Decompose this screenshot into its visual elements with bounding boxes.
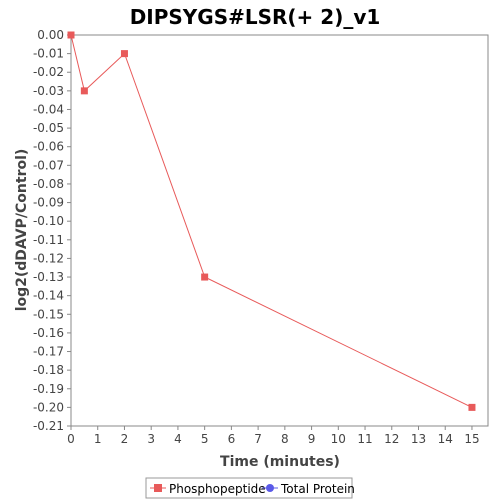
y-tick-label: -0.07 <box>33 158 64 172</box>
x-tick-label: 0 <box>67 432 75 446</box>
chart-title: DIPSYGS#LSR(+ 2)_v1 <box>130 5 381 29</box>
y-axis: 0.00 -0.01 -0.02 -0.03 -0.04 -0.05 -0.06 -0.07 -… <box>33 28 71 433</box>
x-tick-label: 15 <box>464 432 479 446</box>
y-tick-label: -0.02 <box>33 65 64 79</box>
data-point <box>120 50 128 58</box>
x-tick-label: 9 <box>308 432 316 446</box>
legend-total-protein-label: Total Protein <box>280 482 355 496</box>
y-tick-label: -0.13 <box>33 270 64 284</box>
legend: Phosphopeptide Total Protein <box>145 477 355 499</box>
legend-total-protein-marker <box>266 484 274 492</box>
y-tick-label: -0.11 <box>33 233 64 247</box>
y-tick-label: -0.17 <box>33 345 64 359</box>
y-tick-label: -0.20 <box>33 400 64 414</box>
y-tick-label: -0.14 <box>33 289 64 303</box>
y-tick-label: -0.06 <box>33 140 64 154</box>
legend-box <box>145 477 353 499</box>
y-tick-label: -0.03 <box>33 84 64 98</box>
x-tick-label: 3 <box>147 432 155 446</box>
y-tick-label: 0.00 <box>37 28 64 42</box>
x-tick-label: 10 <box>331 432 346 446</box>
x-tick-label: 8 <box>281 432 289 446</box>
y-tick-label: -0.18 <box>33 363 64 377</box>
data-point <box>67 31 75 39</box>
x-tick-label: 4 <box>174 432 182 446</box>
y-axis-label: log2(dDAVP/Control) <box>14 149 30 312</box>
legend-phosphopeptide-label: Phosphopeptide <box>169 482 266 496</box>
x-tick-label: 14 <box>438 432 453 446</box>
y-tick-label: -0.16 <box>33 326 64 340</box>
y-tick-label: -0.09 <box>33 196 64 210</box>
data-point <box>468 403 476 411</box>
y-tick-label: -0.10 <box>33 214 64 228</box>
x-axis-label: Time (minutes) <box>220 454 340 470</box>
x-tick-label: 7 <box>254 432 262 446</box>
x-tick-label: 11 <box>357 432 372 446</box>
data-point <box>80 87 88 95</box>
x-tick-label: 1 <box>94 432 102 446</box>
x-axis: 0 1 2 3 4 5 6 7 8 9 10 11 12 13 14 15 <box>67 426 480 446</box>
plot-area <box>70 34 489 427</box>
y-tick-label: -0.12 <box>33 251 64 265</box>
x-tick-label: 6 <box>228 432 236 446</box>
legend-phosphopeptide-marker <box>154 484 162 492</box>
data-point <box>201 273 209 281</box>
y-tick-label: -0.19 <box>33 382 64 396</box>
y-tick-label: -0.08 <box>33 177 64 191</box>
x-tick-label: 12 <box>384 432 399 446</box>
y-tick-label: -0.05 <box>33 121 64 135</box>
series-layer <box>67 31 476 411</box>
y-tick-label: -0.04 <box>33 102 64 116</box>
y-tick-label: -0.21 <box>33 419 64 433</box>
x-tick-label: 5 <box>201 432 209 446</box>
x-tick-label: 2 <box>121 432 129 446</box>
x-tick-label: 13 <box>411 432 426 446</box>
y-tick-label: -0.15 <box>33 307 64 321</box>
y-tick-label: -0.01 <box>33 47 64 61</box>
